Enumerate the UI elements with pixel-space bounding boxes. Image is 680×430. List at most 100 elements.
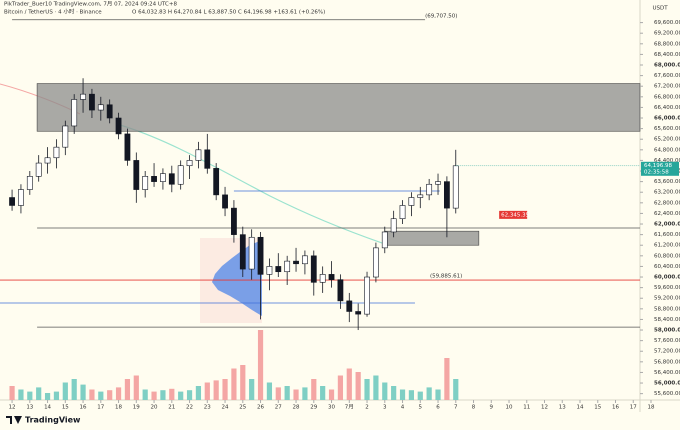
candle-body [310,255,317,283]
candle-body [97,104,104,111]
x-tick-label: 18 [115,405,122,411]
y-tick-label: 64,800.00 [654,147,680,153]
x-tick-label: 13 [26,405,33,411]
volume-bar [107,390,113,400]
moving-average [119,124,386,245]
candle-body [399,205,406,220]
level-label: (59,885.61) [430,274,462,280]
x-tick-label: 11 [523,405,530,411]
volume-bar [160,390,166,400]
y-tick-label: 68,000.00 [654,63,680,69]
header: PikTrader_Buer10 TradingView.com, 7月 07,… [4,1,177,8]
y-tick-label: 57,600.00 [654,338,680,344]
candle-body [248,236,255,270]
y-tick-label: 62,000.00 [654,222,680,228]
volume-bar [186,390,193,400]
last-price-box [641,161,679,176]
x-tick-label: 16 [612,405,619,411]
x-tick-label: 24 [222,405,229,411]
y-tick-label: 58,000.00 [654,328,680,334]
x-tick-label: 25 [239,405,246,411]
volume-bar [204,382,210,400]
volume-bar [27,391,33,400]
y-tick-label: 56,400.00 [654,370,680,376]
volume-bar [80,384,86,400]
volume-bar [444,358,450,400]
volume-bar [266,382,273,400]
candle-body [213,168,220,196]
x-tick-label: 14 [577,405,584,411]
volume-bar [240,365,246,400]
x-tick-label: 18 [648,405,655,411]
volume-bar [364,379,370,400]
y-tick-label: 65,200.00 [654,137,680,143]
candle-body [328,274,335,280]
volume-bar [257,330,264,400]
x-tick-label: 4 [401,405,405,411]
volume-bar [9,386,15,400]
last-price-label: 64,196.98 [644,163,672,169]
x-tick-label: 13 [559,405,566,411]
volume-bar [71,379,77,400]
volume-bar [98,391,104,400]
volume-bar [213,380,219,400]
volume-bar [293,389,299,400]
candle-body [435,181,441,185]
volume-bar [53,391,60,400]
candle-body [133,160,140,190]
candle-body [106,104,113,119]
y-tick-label: 61,600.00 [654,232,680,238]
x-tick-label: 15 [594,405,601,411]
countdown: 02:35:58 [644,169,669,175]
candle-body [373,247,379,278]
candle-body [71,99,78,127]
candle-body [293,260,299,265]
y-tick-label: 64,400.00 [654,158,680,164]
candle-body [62,125,69,148]
volume-bar [151,391,157,400]
x-tick-label: 27 [275,405,282,411]
volume-bar [337,375,344,400]
y-tick-label: 69,200.00 [654,31,680,37]
candle-body [80,93,86,100]
y-tick-label: 68,800.00 [654,41,680,47]
volume-bar [453,379,459,400]
x-tick-label: 15 [62,405,69,411]
volume-bar [311,379,317,400]
candle-body [151,176,157,182]
candle-body [168,173,175,185]
volume-bar [391,386,397,400]
volume-bar [302,387,308,400]
x-tick-label: 10 [506,405,513,411]
candle-body [390,218,397,233]
volume-bar [399,389,406,400]
volume-bar [36,387,42,400]
volume-bar [284,386,290,400]
y-tick-label: 61,200.00 [654,243,680,249]
candle-body [284,260,291,273]
y-tick-label: 66,000.00 [654,116,680,122]
x-tick-label: 16 [80,405,87,411]
y-tick-label: 66,400.00 [654,105,680,111]
candle-body [115,117,122,135]
candle-body [44,157,51,164]
candle-body [319,274,326,283]
candle-body [443,181,450,209]
x-tick-label: 22 [186,405,193,411]
candle-body [417,194,424,198]
y-tick-label: 69,600.00 [654,20,680,26]
y-tick-label: 62,400.00 [654,211,680,217]
x-tick-label: 3 [383,405,387,411]
y-tick-label: 59,200.00 [654,296,680,302]
chart-title: Bitcoin / TetherUS · 4 小时 · Binance [4,8,102,16]
candle-body [452,165,459,209]
volume-bar [62,382,68,400]
x-tick-label: 8 [472,405,476,411]
volume-bar [222,379,228,400]
candle-body [239,234,246,270]
candle-body [9,197,15,206]
volume-bar [417,391,423,400]
candle-body [53,146,60,159]
candle-body [275,266,282,273]
volume-bar [320,386,326,400]
